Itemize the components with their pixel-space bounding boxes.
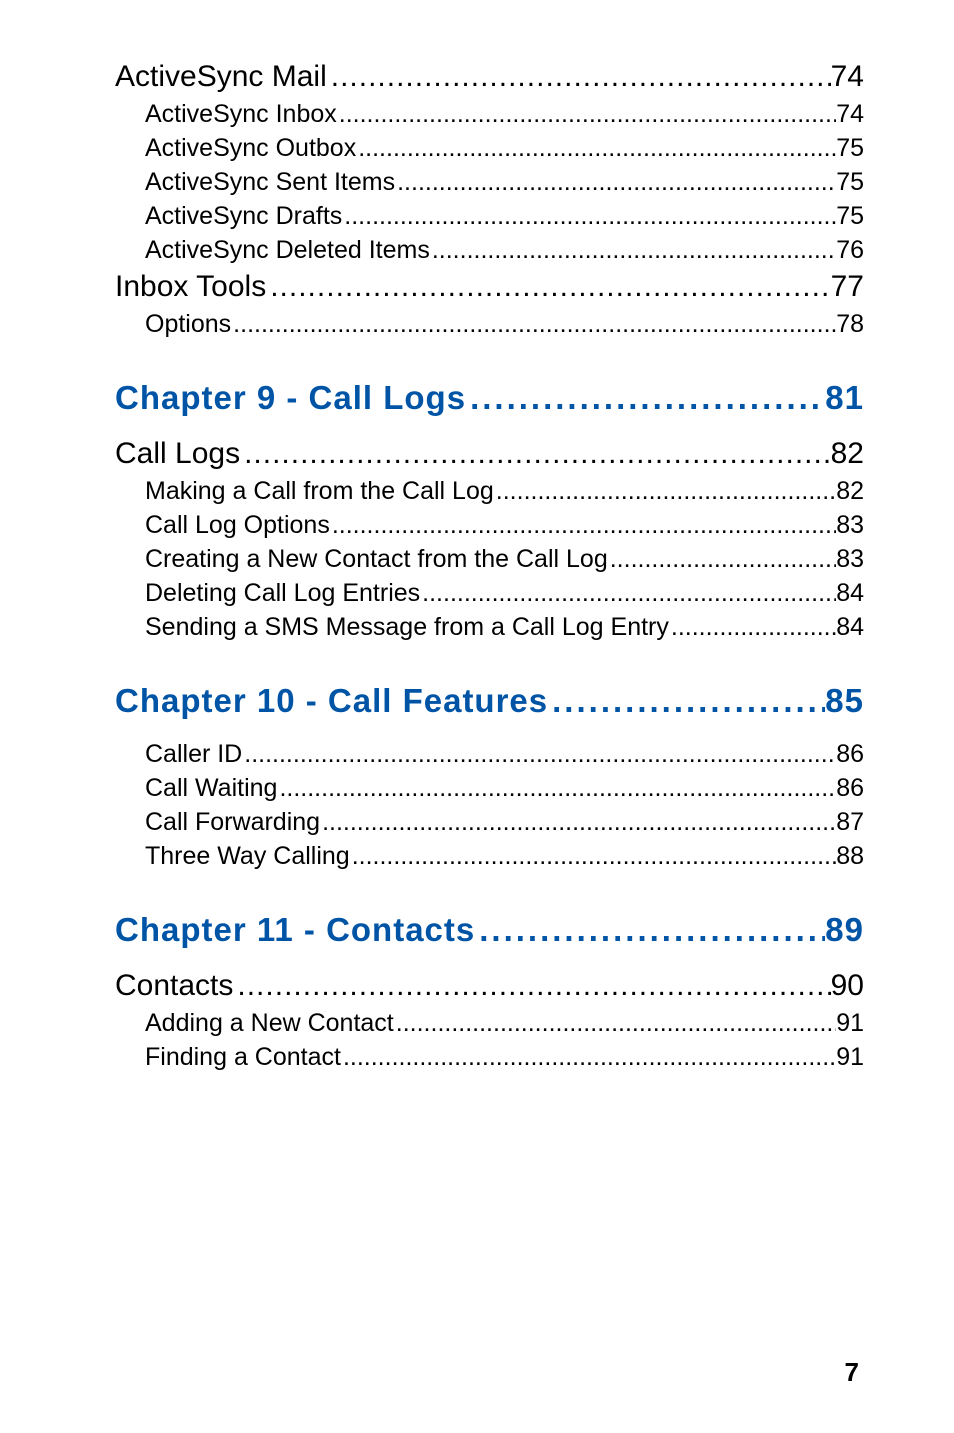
toc-page: 82 — [836, 477, 864, 506]
toc-row: Finding a Contact ......................… — [115, 1043, 864, 1072]
toc-dots: ........................................… — [394, 1009, 836, 1038]
toc-row: ActiveSync Drafts ......................… — [115, 202, 864, 231]
toc-row: Call Waiting ...........................… — [115, 774, 864, 803]
toc-page: 84 — [836, 579, 864, 608]
toc-label: Call Waiting — [145, 774, 277, 803]
toc-page: 74 — [836, 100, 864, 129]
toc-page: 75 — [836, 134, 864, 163]
toc-label: Deleting Call Log Entries — [145, 579, 420, 608]
toc-row: Call Forwarding ........................… — [115, 808, 864, 837]
toc-row: Chapter 10 - Call Features .............… — [115, 682, 864, 720]
toc-label: ActiveSync Deleted Items — [145, 236, 430, 265]
toc-dots: ........................................… — [233, 969, 830, 1003]
toc-label: Call Log Options — [145, 511, 330, 540]
toc-row: Inbox Tools ............................… — [115, 270, 864, 304]
toc-row: Contacts ...............................… — [115, 969, 864, 1003]
toc-row: Caller ID ..............................… — [115, 740, 864, 769]
toc-label: Creating a New Contact from the Call Log — [145, 545, 608, 574]
page-number: 7 — [845, 1357, 859, 1388]
toc-label: Chapter 11 - Contacts — [115, 911, 475, 949]
toc-page: 91 — [836, 1009, 864, 1038]
toc-dots: ........................................… — [350, 842, 836, 871]
toc-dots: ..................................... — [466, 379, 825, 417]
toc-dots: ........................................… — [242, 740, 836, 769]
toc-row: ActiveSync Mail ........................… — [115, 60, 864, 94]
toc-row: Making a Call from the Call Log ........… — [115, 477, 864, 506]
toc-page: 82 — [831, 437, 864, 471]
toc-label: Caller ID — [145, 740, 242, 769]
toc-page: 83 — [836, 545, 864, 574]
toc-page: 83 — [836, 511, 864, 540]
toc-dots: ........................................… — [430, 236, 836, 265]
toc-label: Adding a New Contact — [145, 1009, 394, 1038]
toc-row: Creating a New Contact from the Call Log… — [115, 545, 864, 574]
toc-row: Call Logs ..............................… — [115, 437, 864, 471]
toc-page: 75 — [836, 168, 864, 197]
toc-dots: ........................................… — [240, 437, 831, 471]
toc-dots: ........................................… — [669, 613, 836, 642]
toc-row: Chapter 11 - Contacts ..................… — [115, 911, 864, 949]
toc-dots: ........................................… — [494, 477, 836, 506]
toc-label: Three Way Calling — [145, 842, 350, 871]
toc-row: Options ................................… — [115, 310, 864, 339]
toc-row: Chapter 9 - Call Logs ..................… — [115, 379, 864, 417]
toc-label: ActiveSync Mail — [115, 60, 327, 94]
toc-page: 87 — [836, 808, 864, 837]
toc-dots: ........................................… — [342, 202, 836, 231]
toc-label: Finding a Contact — [145, 1043, 341, 1072]
toc-content: ActiveSync Mail ........................… — [115, 60, 864, 1072]
toc-page: 91 — [836, 1043, 864, 1072]
toc-dots: ........................................… — [277, 774, 836, 803]
toc-label: Call Forwarding — [145, 808, 320, 837]
toc-label: Sending a SMS Message from a Call Log En… — [145, 613, 669, 642]
toc-dots: ........................................… — [266, 270, 830, 304]
toc-dots: ........................................… — [356, 134, 836, 163]
toc-label: ActiveSync Inbox — [145, 100, 337, 129]
toc-row: Deleting Call Log Entries ..............… — [115, 579, 864, 608]
toc-row: ActiveSync Deleted Items ...............… — [115, 236, 864, 265]
toc-label: Chapter 10 - Call Features — [115, 682, 548, 720]
toc-row: ActiveSync Outbox ......................… — [115, 134, 864, 163]
toc-dots: ........................................… — [608, 545, 836, 574]
toc-page: 86 — [836, 740, 864, 769]
toc-dots: ..................................... — [475, 911, 825, 949]
toc-label: Contacts — [115, 969, 233, 1003]
toc-page: 74 — [831, 60, 864, 94]
toc-dots: ........................................… — [330, 511, 836, 540]
toc-dots: ........................................… — [341, 1043, 836, 1072]
toc-page: 88 — [836, 842, 864, 871]
toc-row: Sending a SMS Message from a Call Log En… — [115, 613, 864, 642]
toc-label: Making a Call from the Call Log — [145, 477, 494, 506]
toc-page: 76 — [836, 236, 864, 265]
toc-row: Three Way Calling ......................… — [115, 842, 864, 871]
toc-dots: ........................................… — [320, 808, 836, 837]
toc-label: Call Logs — [115, 437, 240, 471]
toc-dots: ........................................… — [327, 60, 831, 94]
toc-dots: ..................................... — [548, 682, 825, 720]
toc-dots: ........................................… — [420, 579, 836, 608]
toc-page: 86 — [836, 774, 864, 803]
toc-label: ActiveSync Drafts — [145, 202, 342, 231]
toc-row: Call Log Options .......................… — [115, 511, 864, 540]
toc-label: Options — [145, 310, 231, 339]
toc-page: 81 — [825, 379, 864, 417]
toc-page: 75 — [836, 202, 864, 231]
toc-page: 85 — [825, 682, 864, 720]
toc-row: ActiveSync Inbox .......................… — [115, 100, 864, 129]
toc-dots: ........................................… — [337, 100, 836, 129]
toc-page: 89 — [825, 911, 864, 949]
toc-page: 84 — [836, 613, 864, 642]
toc-label: ActiveSync Sent Items — [145, 168, 395, 197]
toc-row: Adding a New Contact ...................… — [115, 1009, 864, 1038]
toc-dots: ........................................… — [231, 310, 836, 339]
toc-dots: ........................................… — [395, 168, 836, 197]
toc-page: 78 — [836, 310, 864, 339]
toc-label: ActiveSync Outbox — [145, 134, 356, 163]
toc-label: Chapter 9 - Call Logs — [115, 379, 466, 417]
toc-row: ActiveSync Sent Items ..................… — [115, 168, 864, 197]
toc-page: 77 — [831, 270, 864, 304]
toc-page: 90 — [831, 969, 864, 1003]
toc-label: Inbox Tools — [115, 270, 266, 304]
